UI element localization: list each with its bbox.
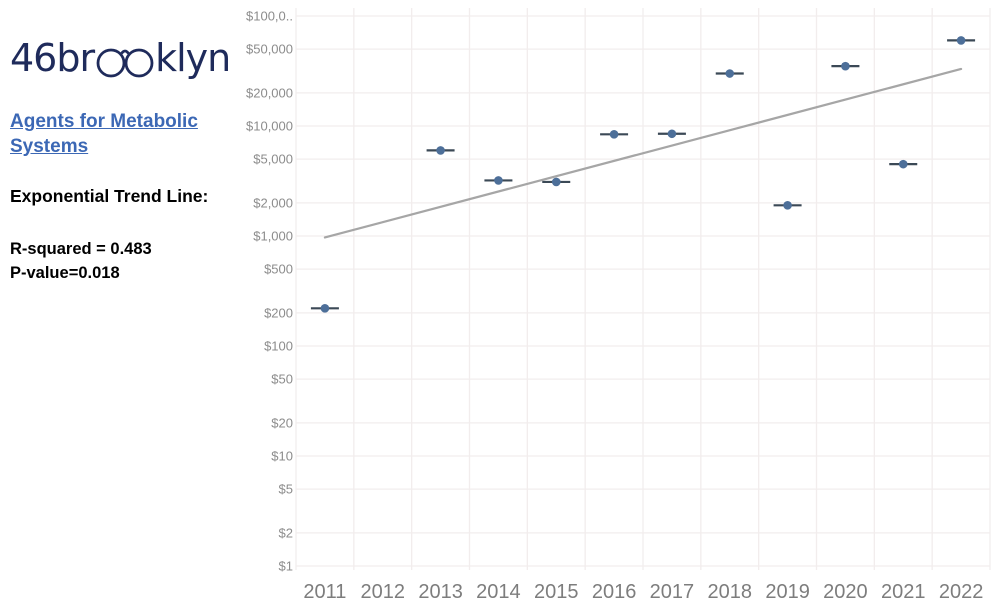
y-axis-tick-label: $20,000 — [246, 85, 293, 100]
r-squared-value: R-squared = 0.483 — [10, 240, 152, 259]
x-axis-year-label: 2020 — [823, 581, 868, 603]
y-axis-tick-label: $50 — [271, 372, 293, 387]
y-axis-tick-label: $100 — [264, 339, 293, 354]
y-axis-tick-label: $2 — [279, 525, 293, 540]
y-axis-tick-label: $5 — [279, 482, 293, 497]
y-axis-tick-label: $5,000 — [253, 152, 293, 167]
y-axis-tick-label: $500 — [264, 262, 293, 277]
logo-text-post: klyn — [155, 36, 231, 81]
data-point[interactable] — [667, 129, 677, 139]
x-axis-year-label: 2012 — [361, 581, 406, 603]
drug-class-link[interactable]: Agents for Metabolic Systems — [10, 111, 198, 158]
data-point[interactable] — [725, 69, 735, 78]
y-axis-tick-label: $1,000 — [253, 229, 293, 244]
x-axis-year-label: 2013 — [418, 581, 463, 603]
logo-text-pre: 46br — [10, 36, 95, 81]
y-axis-tick-label: $200 — [264, 305, 293, 320]
x-axis-year-label: 2016 — [592, 581, 637, 603]
glasses-icon — [96, 48, 154, 78]
y-axis-tick-label: $20 — [271, 415, 293, 430]
data-point[interactable] — [609, 130, 619, 139]
x-axis-year-label: 2021 — [881, 581, 926, 603]
x-axis-year-label: 2011 — [303, 581, 346, 603]
data-point[interactable] — [551, 177, 561, 187]
x-axis-year-label: 2017 — [650, 581, 695, 603]
left-panel: 46br klyn Agents for Metabolic Systems E… — [10, 26, 250, 286]
x-axis-year-label: 2018 — [708, 581, 753, 603]
y-axis-tick-label: $1 — [279, 559, 293, 574]
data-point[interactable] — [436, 146, 445, 155]
y-axis-tick-label: $50,000 — [246, 42, 293, 57]
brand-logo[interactable]: 46br klyn — [10, 26, 250, 82]
p-value: P-value=0.018 — [10, 264, 120, 283]
y-axis-tick-label: $2,000 — [253, 195, 293, 210]
data-point[interactable] — [898, 159, 908, 169]
x-axis-year-label: 2019 — [765, 581, 810, 603]
data-point[interactable] — [494, 176, 503, 185]
y-axis-tick-label: $100,0.. — [246, 9, 293, 24]
trend-line-label: Exponential Trend Line: — [10, 186, 209, 207]
y-axis-tick-label: $10 — [271, 449, 293, 464]
x-axis-year-label: 2015 — [534, 581, 579, 603]
data-point[interactable] — [783, 201, 792, 210]
x-axis-year-label: 2014 — [476, 581, 521, 603]
y-axis-tick-label: $10,000 — [246, 119, 293, 134]
trend-stats: R-squared = 0.483 P-value=0.018 — [10, 238, 250, 286]
exponential-trend-line — [323, 67, 963, 239]
x-axis-year-label: 2022 — [939, 581, 984, 603]
data-point[interactable] — [841, 61, 850, 71]
data-point[interactable] — [956, 36, 966, 45]
data-point[interactable] — [320, 304, 330, 313]
